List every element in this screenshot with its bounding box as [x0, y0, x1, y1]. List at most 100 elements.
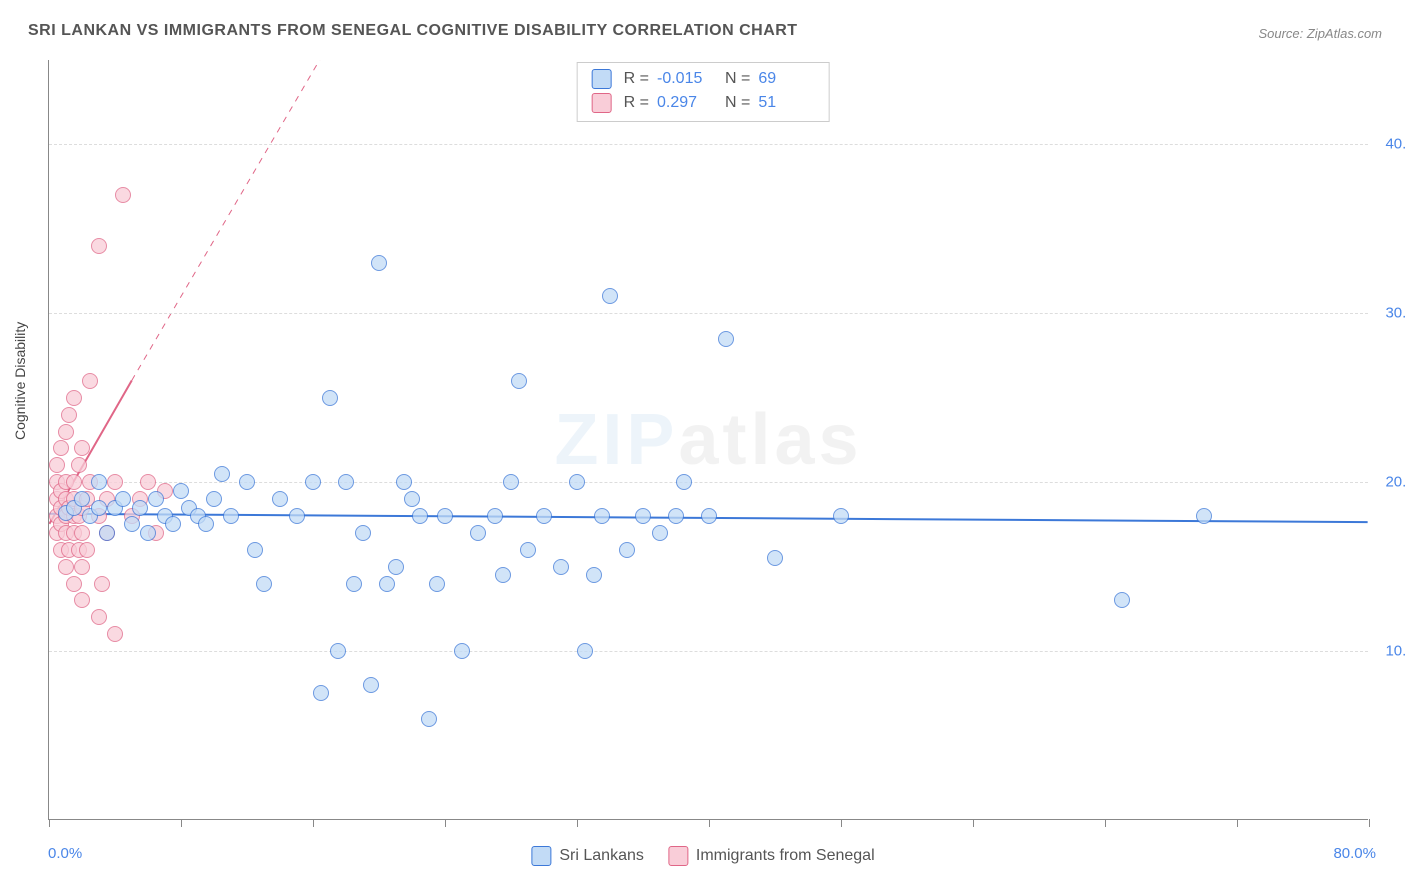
- point-blue: [239, 474, 255, 490]
- point-pink: [94, 576, 110, 592]
- legend-item-blue: Sri Lankans: [531, 846, 644, 866]
- x-tick: [445, 819, 446, 827]
- watermark: ZIPatlas: [554, 399, 862, 481]
- y-tick-label: 10.0%: [1373, 643, 1406, 660]
- point-pink: [61, 407, 77, 423]
- legend-swatch-blue: [531, 846, 551, 866]
- point-blue: [668, 508, 684, 524]
- point-blue: [511, 373, 527, 389]
- point-blue: [289, 508, 305, 524]
- point-blue: [379, 576, 395, 592]
- point-blue: [470, 525, 486, 541]
- source-label: Source: ZipAtlas.com: [1258, 26, 1382, 41]
- r-value-blue: -0.015: [657, 67, 713, 91]
- point-blue: [272, 491, 288, 507]
- n-label: N =: [725, 91, 750, 115]
- point-pink: [107, 474, 123, 490]
- point-blue: [495, 567, 511, 583]
- point-pink: [74, 525, 90, 541]
- point-blue: [140, 525, 156, 541]
- x-tick: [181, 819, 182, 827]
- x-tick: [709, 819, 710, 827]
- point-blue: [676, 474, 692, 490]
- point-blue: [619, 542, 635, 558]
- x-tick: [1369, 819, 1370, 827]
- x-tick: [1105, 819, 1106, 827]
- point-blue: [412, 508, 428, 524]
- gridline: [49, 144, 1368, 145]
- point-blue: [437, 508, 453, 524]
- point-blue: [833, 508, 849, 524]
- swatch-pink: [592, 93, 612, 113]
- y-axis-label: Cognitive Disability: [12, 322, 28, 440]
- point-blue: [346, 576, 362, 592]
- gridline: [49, 313, 1368, 314]
- stats-legend: R = -0.015 N = 69 R = 0.297 N = 51: [577, 62, 830, 122]
- point-blue: [429, 576, 445, 592]
- stats-row-blue: R = -0.015 N = 69: [592, 67, 815, 91]
- point-pink: [74, 559, 90, 575]
- point-blue: [635, 508, 651, 524]
- point-blue: [520, 542, 536, 558]
- point-blue: [602, 288, 618, 304]
- point-blue: [718, 331, 734, 347]
- point-blue: [363, 677, 379, 693]
- watermark-atlas: atlas: [678, 400, 862, 480]
- x-tick: [49, 819, 50, 827]
- point-blue: [214, 466, 230, 482]
- point-blue: [124, 516, 140, 532]
- point-blue: [553, 559, 569, 575]
- point-pink: [71, 457, 87, 473]
- legend-label-blue: Sri Lankans: [559, 847, 644, 865]
- legend-item-pink: Immigrants from Senegal: [668, 846, 875, 866]
- point-blue: [569, 474, 585, 490]
- x-tick: [313, 819, 314, 827]
- r-value-pink: 0.297: [657, 91, 713, 115]
- point-pink: [58, 424, 74, 440]
- n-value-blue: 69: [758, 67, 814, 91]
- point-blue: [396, 474, 412, 490]
- watermark-zip: ZIP: [554, 400, 678, 480]
- x-end-label: 80.0%: [1333, 845, 1376, 862]
- point-pink: [49, 457, 65, 473]
- point-blue: [256, 576, 272, 592]
- point-pink: [66, 576, 82, 592]
- point-blue: [206, 491, 222, 507]
- point-blue: [577, 643, 593, 659]
- x-tick: [973, 819, 974, 827]
- point-blue: [536, 508, 552, 524]
- point-pink: [107, 626, 123, 642]
- point-pink: [53, 440, 69, 456]
- point-pink: [74, 592, 90, 608]
- point-blue: [355, 525, 371, 541]
- n-label: N =: [725, 67, 750, 91]
- point-blue: [305, 474, 321, 490]
- point-pink: [66, 390, 82, 406]
- point-blue: [701, 508, 717, 524]
- point-blue: [404, 491, 420, 507]
- y-tick-label: 20.0%: [1373, 474, 1406, 491]
- point-pink: [91, 238, 107, 254]
- point-blue: [91, 500, 107, 516]
- point-blue: [132, 500, 148, 516]
- point-pink: [82, 373, 98, 389]
- point-blue: [198, 516, 214, 532]
- point-blue: [148, 491, 164, 507]
- point-pink: [115, 187, 131, 203]
- point-blue: [338, 474, 354, 490]
- point-pink: [58, 559, 74, 575]
- chart-title: SRI LANKAN VS IMMIGRANTS FROM SENEGAL CO…: [28, 22, 798, 40]
- point-blue: [99, 525, 115, 541]
- gridline: [49, 651, 1368, 652]
- point-blue: [487, 508, 503, 524]
- x-tick: [1237, 819, 1238, 827]
- point-blue: [223, 508, 239, 524]
- point-blue: [1196, 508, 1212, 524]
- y-tick-label: 40.0%: [1373, 136, 1406, 153]
- point-blue: [1114, 592, 1130, 608]
- legend-label-pink: Immigrants from Senegal: [696, 847, 875, 865]
- swatch-blue: [592, 69, 612, 89]
- point-blue: [313, 685, 329, 701]
- point-blue: [594, 508, 610, 524]
- n-value-pink: 51: [758, 91, 814, 115]
